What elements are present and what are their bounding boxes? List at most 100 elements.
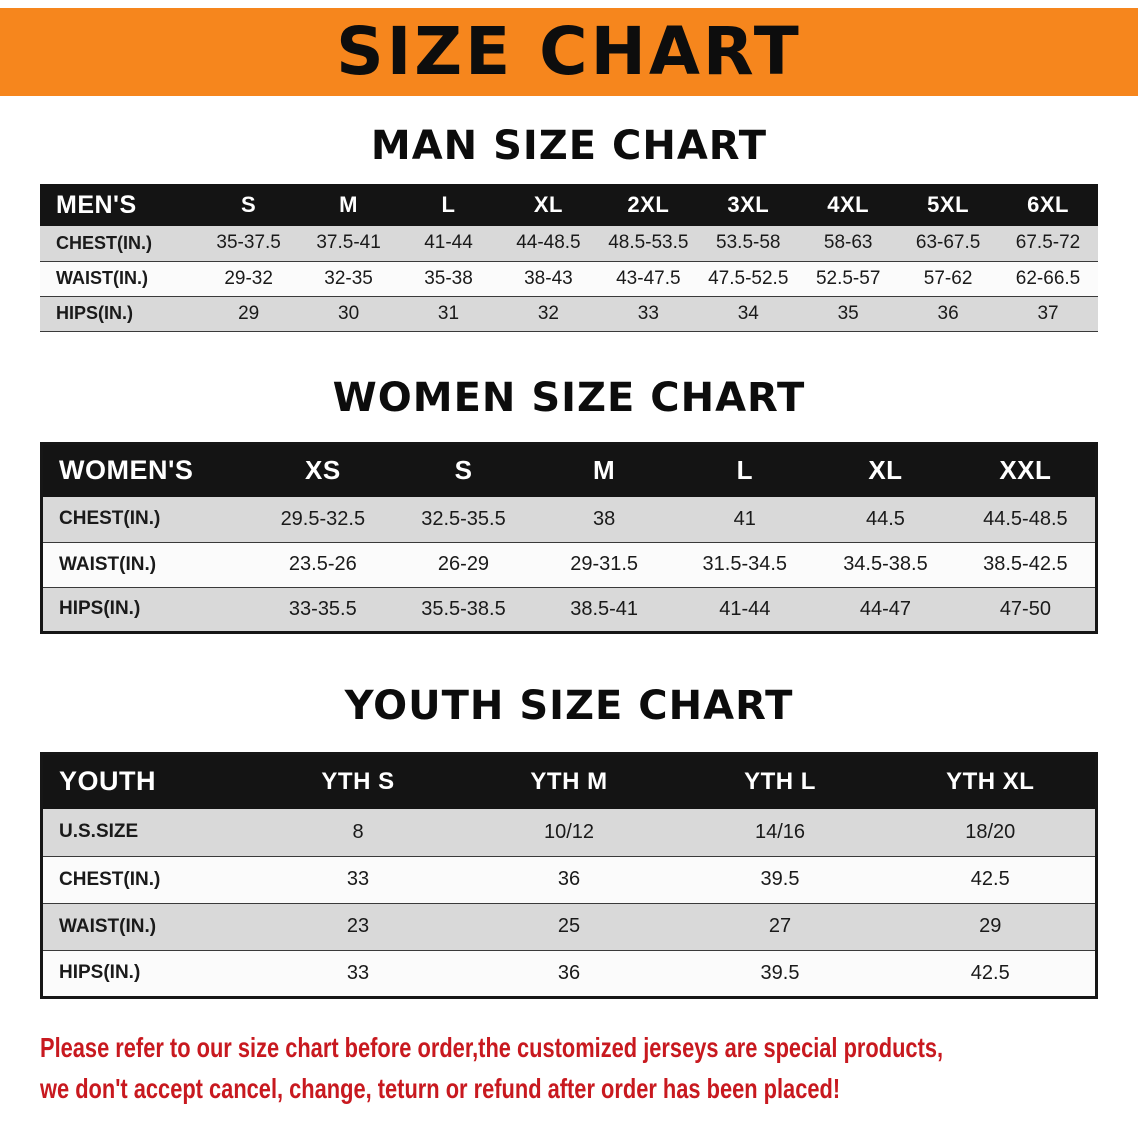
table-header-row: MEN'S S M L XL 2XL 3XL 4XL 5XL 6XL: [40, 184, 1098, 226]
size-value-cell: 44.5-48.5: [955, 497, 1097, 543]
table-row: U.S.SIZE 8 10/12 14/16 18/20: [41, 809, 1097, 857]
size-column-header: 4XL: [798, 184, 899, 226]
size-value-cell: 48.5-53.5: [598, 226, 699, 262]
size-value-cell: 43-47.5: [598, 261, 699, 297]
size-value-cell: 41-44: [398, 226, 499, 262]
table-title-cell: YOUTH: [41, 753, 253, 809]
size-value-cell: 57-62: [898, 261, 999, 297]
size-column-header: 6XL: [998, 184, 1098, 226]
size-value-cell: 38.5-41: [533, 587, 675, 633]
table-row: WAIST(IN.) 23.5-26 26-29 29-31.5 31.5-34.5 34…: [41, 542, 1097, 588]
size-value-cell: 47.5-52.5: [698, 261, 799, 297]
size-value-cell: 25: [463, 903, 675, 951]
size-value-cell: 33: [598, 296, 699, 332]
size-column-header: XS: [252, 443, 394, 497]
table-row: HIPS(IN.) 29 30 31 32 33 34 35 36 37: [40, 296, 1098, 332]
table-row: HIPS(IN.) 33-35.5 35.5-38.5 38.5-41 41-44 44-…: [41, 587, 1097, 633]
size-value-cell: 29.5-32.5: [252, 497, 394, 543]
size-value-cell: 39.5: [674, 856, 886, 904]
size-value-cell: 38-43: [498, 261, 599, 297]
size-value-cell: 41-44: [674, 587, 816, 633]
row-label-cell: CHEST(IN.): [41, 856, 253, 904]
size-value-cell: 44-48.5: [498, 226, 599, 262]
size-value-cell: 14/16: [674, 809, 886, 857]
size-value-cell: 31.5-34.5: [674, 542, 816, 588]
size-value-cell: 35-38: [398, 261, 499, 297]
size-value-cell: 35: [798, 296, 899, 332]
size-column-header: 3XL: [698, 184, 799, 226]
size-column-header: S: [198, 184, 299, 226]
size-value-cell: 32: [498, 296, 599, 332]
size-value-cell: 67.5-72: [998, 226, 1098, 262]
size-value-cell: 29-31.5: [533, 542, 675, 588]
size-value-cell: 63-67.5: [898, 226, 999, 262]
size-value-cell: 36: [898, 296, 999, 332]
youth-size-section: YOUTH SIZE CHART YOUTH YTH S YTH M YTH L YTH…: [0, 684, 1138, 999]
size-value-cell: 29: [885, 903, 1097, 951]
size-column-header: XXL: [955, 443, 1097, 497]
men-size-section: MAN SIZE CHART MEN'S S M L XL 2XL 3XL 4XL 5XL 6XL…: [0, 124, 1138, 332]
row-label-cell: WAIST(IN.): [41, 903, 253, 951]
size-value-cell: 31: [398, 296, 499, 332]
size-column-header: M: [533, 443, 675, 497]
size-column-header: L: [398, 184, 499, 226]
row-label-cell: CHEST(IN.): [41, 497, 253, 543]
size-column-header: XL: [815, 443, 956, 497]
size-value-cell: 27: [674, 903, 886, 951]
row-label-cell: HIPS(IN.): [40, 296, 199, 332]
size-value-cell: 52.5-57: [798, 261, 899, 297]
size-value-cell: 37.5-41: [298, 226, 399, 262]
size-value-cell: 18/20: [885, 809, 1097, 857]
women-size-section: WOMEN SIZE CHART WOMEN'S XS S M L XL XXL CHEST(…: [0, 376, 1138, 634]
size-value-cell: 53.5-58: [698, 226, 799, 262]
table-header-row: YOUTH YTH S YTH M YTH L YTH XL: [41, 753, 1097, 809]
size-value-cell: 38: [533, 497, 675, 543]
table-row: HIPS(IN.) 33 36 39.5 42.5: [41, 950, 1097, 998]
size-value-cell: 32.5-35.5: [393, 497, 534, 543]
size-chart-title: SIZE CHART: [336, 13, 802, 90]
row-label-cell: HIPS(IN.): [41, 587, 253, 633]
size-value-cell: 23: [252, 903, 464, 951]
row-label-cell: U.S.SIZE: [41, 809, 253, 857]
row-label-cell: WAIST(IN.): [40, 261, 199, 297]
row-label-cell: CHEST(IN.): [40, 226, 199, 262]
size-value-cell: 34: [698, 296, 799, 332]
table-row: WAIST(IN.) 23 25 27 29: [41, 903, 1097, 951]
size-value-cell: 26-29: [393, 542, 534, 588]
table-row: CHEST(IN.) 29.5-32.5 32.5-35.5 38 41 44.5 44.5…: [41, 497, 1097, 543]
size-value-cell: 41: [674, 497, 816, 543]
table-row: CHEST(IN.) 33 36 39.5 42.5: [41, 856, 1097, 904]
size-value-cell: 47-50: [955, 587, 1097, 633]
size-column-header: 5XL: [898, 184, 999, 226]
size-column-header: YTH XL: [885, 753, 1097, 809]
table-row: CHEST(IN.) 35-37.5 37.5-41 41-44 44-48.5 48.5…: [40, 226, 1098, 262]
size-value-cell: 33: [252, 950, 464, 998]
table-row: WAIST(IN.) 29-32 32-35 35-38 38-43 43-47.5 47.…: [40, 261, 1098, 297]
size-column-header: YTH S: [252, 753, 464, 809]
row-label-cell: HIPS(IN.): [41, 950, 253, 998]
size-value-cell: 23.5-26: [252, 542, 394, 588]
size-value-cell: 33: [252, 856, 464, 904]
size-column-header: M: [298, 184, 399, 226]
men-size-table: MEN'S S M L XL 2XL 3XL 4XL 5XL 6XL CHEST(IN.) 35-37…: [40, 184, 1098, 332]
table-header-row: WOMEN'S XS S M L XL XXL: [41, 443, 1097, 497]
size-value-cell: 42.5: [885, 856, 1097, 904]
size-value-cell: 42.5: [885, 950, 1097, 998]
size-value-cell: 30: [298, 296, 399, 332]
size-value-cell: 44-47: [815, 587, 956, 633]
size-value-cell: 8: [252, 809, 464, 857]
size-value-cell: 39.5: [674, 950, 886, 998]
row-label-cell: WAIST(IN.): [41, 542, 253, 588]
size-value-cell: 33-35.5: [252, 587, 394, 633]
size-column-header: L: [674, 443, 816, 497]
size-value-cell: 29-32: [198, 261, 299, 297]
youth-section-heading: YOUTH SIZE CHART: [344, 682, 794, 729]
men-section-heading: MAN SIZE CHART: [370, 123, 768, 169]
size-value-cell: 58-63: [798, 226, 899, 262]
size-value-cell: 62-66.5: [998, 261, 1098, 297]
size-column-header: XL: [498, 184, 599, 226]
size-value-cell: 38.5-42.5: [955, 542, 1097, 588]
size-value-cell: 37: [998, 296, 1098, 332]
size-column-header: S: [393, 443, 534, 497]
size-chart-banner: SIZE CHART: [0, 8, 1138, 96]
